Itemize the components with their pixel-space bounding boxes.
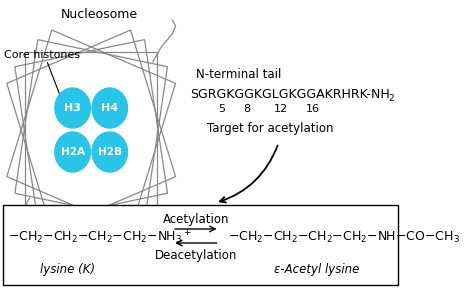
Text: 12: 12: [274, 104, 288, 114]
Text: 16: 16: [306, 104, 320, 114]
Text: ε-Acetyl lysine: ε-Acetyl lysine: [274, 263, 359, 277]
Text: H3: H3: [64, 103, 81, 113]
Text: 5: 5: [218, 104, 225, 114]
Text: $-$CH$_2$$-$CH$_2$$-$CH$_2$$-$CH$_2$$-$NH$_3$$^+$: $-$CH$_2$$-$CH$_2$$-$CH$_2$$-$CH$_2$$-$N…: [9, 228, 192, 246]
Text: H4: H4: [101, 103, 118, 113]
Text: SGRGKGGKGLGKGGAKRHRK-NH: SGRGKGGKGLGKGGAKRHRK-NH: [190, 88, 390, 101]
Text: $-$CH$_2$$-$CH$_2$$-$CH$_2$$-$CH$_2$$-$NH$-$CO$-$CH$_3$: $-$CH$_2$$-$CH$_2$$-$CH$_2$$-$CH$_2$$-$N…: [228, 230, 460, 245]
Ellipse shape: [92, 132, 128, 172]
Text: N-terminal tail: N-terminal tail: [196, 68, 281, 81]
Text: DNA: DNA: [8, 226, 35, 239]
Ellipse shape: [55, 88, 91, 128]
Text: Deacetylation: Deacetylation: [155, 248, 237, 262]
Ellipse shape: [92, 88, 128, 128]
Text: H2A: H2A: [61, 147, 84, 157]
Text: Core histones: Core histones: [4, 50, 81, 60]
Text: Target for acetylation: Target for acetylation: [207, 122, 333, 135]
Text: H2B: H2B: [98, 147, 122, 157]
Text: Nucleosome: Nucleosome: [61, 8, 138, 21]
Text: Acetylation: Acetylation: [163, 213, 229, 225]
Ellipse shape: [55, 132, 91, 172]
Text: lysine (K): lysine (K): [40, 263, 95, 277]
FancyBboxPatch shape: [2, 205, 398, 285]
Text: 8: 8: [243, 104, 250, 114]
Text: 2: 2: [388, 94, 394, 103]
